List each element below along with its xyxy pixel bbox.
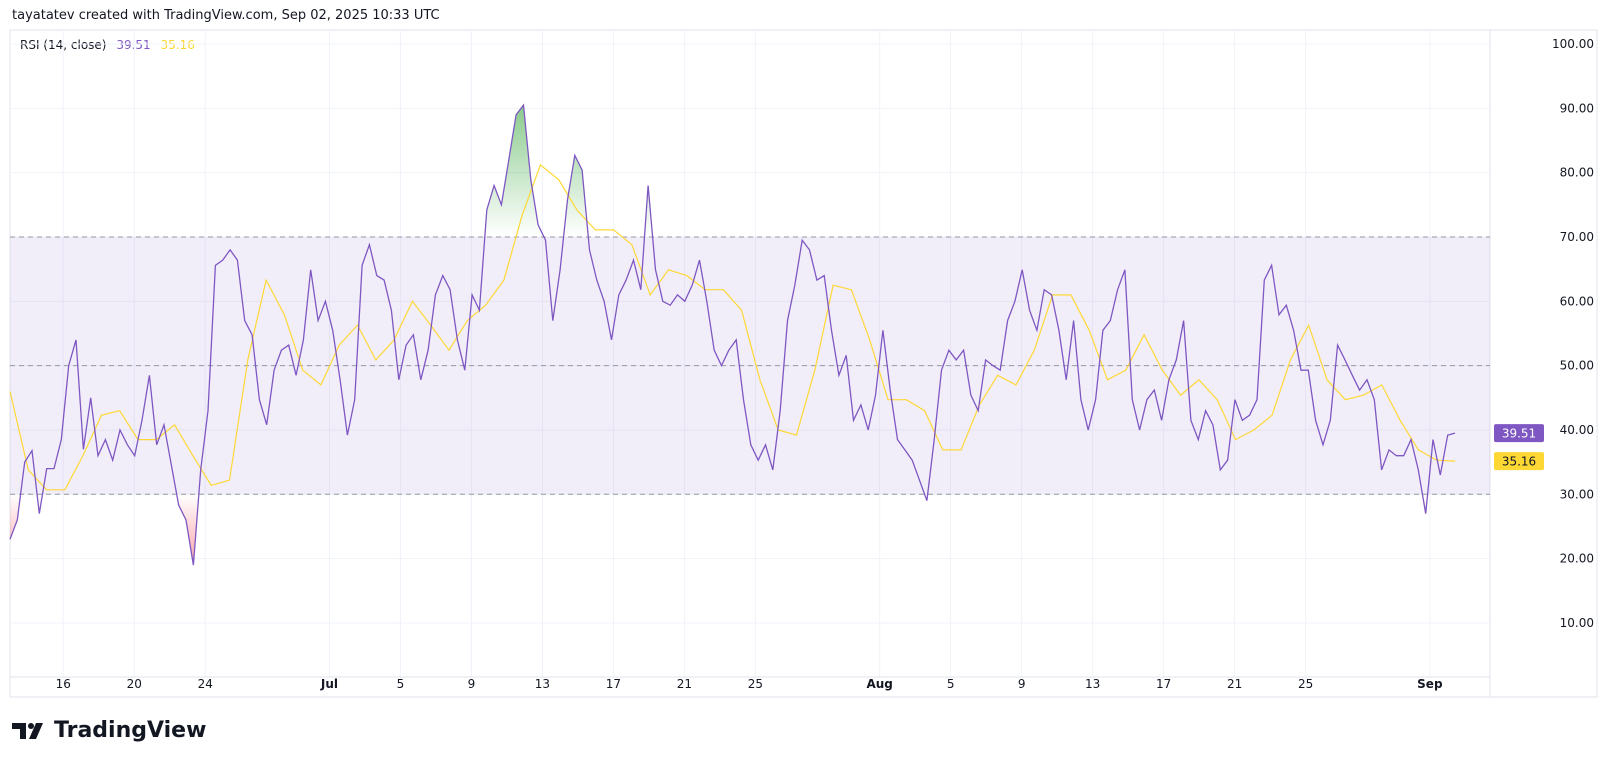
x-tick-label: Jul <box>320 677 338 691</box>
y-tick-label: 10.00 <box>1560 616 1594 630</box>
rsi-last-value-badge: 39.51 <box>1494 424 1544 443</box>
y-tick-label: 90.00 <box>1560 101 1594 115</box>
x-tick-label: 9 <box>1018 677 1026 691</box>
ma-last-value-badge-bg <box>1494 452 1544 471</box>
x-tick-label: 21 <box>677 677 692 691</box>
rsi-value: 39.51 <box>116 38 151 52</box>
y-tick-label: 50.00 <box>1560 359 1594 373</box>
x-tick-label: 24 <box>198 677 213 691</box>
x-tick-label: 13 <box>1085 677 1100 691</box>
x-tick-label: 9 <box>468 677 476 691</box>
rsi-last-value-badge-bg <box>1494 424 1544 443</box>
ma-last-value-badge: 35.16 <box>1494 452 1544 471</box>
x-tick-label: Aug <box>866 677 892 691</box>
x-tick-label: 20 <box>127 677 142 691</box>
y-tick-label: 60.00 <box>1560 294 1594 308</box>
x-tick-label: 17 <box>1156 677 1171 691</box>
x-tick-label: 25 <box>1298 677 1313 691</box>
chart-credit: tayatatev created with TradingView.com, … <box>12 8 440 23</box>
y-tick-label: 40.00 <box>1560 423 1594 437</box>
x-tick-label: 13 <box>535 677 550 691</box>
x-tick-label: 17 <box>606 677 621 691</box>
x-tick-label: Sep <box>1417 677 1443 691</box>
y-tick-label: 80.00 <box>1560 166 1594 180</box>
rsi-line <box>9 103 1456 566</box>
logo-text: TradingView <box>54 718 207 743</box>
ma-value: 35.16 <box>160 38 195 52</box>
y-tick-label: 100.00 <box>1552 37 1594 51</box>
x-tick-label: 5 <box>397 677 405 691</box>
rsi-last-value-badge-text: 39.51 <box>1502 427 1536 441</box>
ma-line <box>9 163 1456 491</box>
x-tick-label: 25 <box>748 677 763 691</box>
y-tick-label: 70.00 <box>1560 230 1594 244</box>
tradingview-logo-icon <box>12 722 43 739</box>
plot-frame <box>9 29 1598 698</box>
y-tick-label: 30.00 <box>1560 487 1594 501</box>
y-tick-label: 20.00 <box>1560 552 1594 566</box>
ma-last-value-badge-text: 35.16 <box>1502 455 1536 469</box>
x-tick-label: 5 <box>947 677 955 691</box>
x-tick-label: 16 <box>56 677 71 691</box>
tradingview-logo[interactable]: TradingView <box>12 718 206 743</box>
x-tick-label: 21 <box>1227 677 1242 691</box>
